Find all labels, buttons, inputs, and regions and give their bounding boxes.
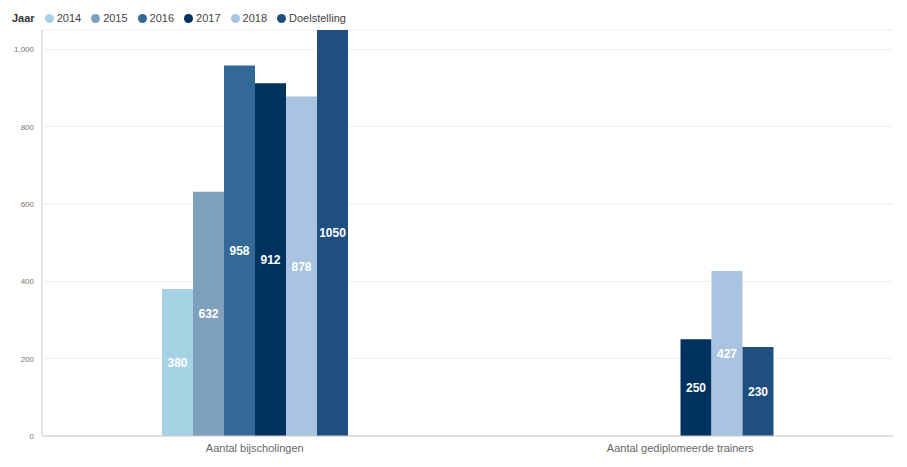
html-text:2017: 2017 <box>196 12 221 24</box>
html-text:Jaar: Jaar <box>12 12 35 24</box>
svg-text:400: 400 <box>21 277 35 286</box>
svg-text:800: 800 <box>21 123 35 132</box>
svg-text:250: 250 <box>686 381 706 395</box>
svg-text:1050: 1050 <box>319 226 346 240</box>
svg-text:Aantal bijscholingen: Aantal bijscholingen <box>206 442 304 454</box>
svg-text:200: 200 <box>21 355 35 364</box>
svg-text:632: 632 <box>198 307 218 321</box>
svg-text:600: 600 <box>21 200 35 209</box>
html-text:2014: 2014 <box>56 12 82 24</box>
svg-text:1,000: 1,000 <box>14 45 35 54</box>
html-text:Doelstelling: Doelstelling <box>289 12 346 24</box>
svg-text:958: 958 <box>229 244 249 258</box>
svg-text:230: 230 <box>748 385 768 399</box>
html-text:2015: 2015 <box>103 12 128 24</box>
svg-text:0: 0 <box>30 432 35 441</box>
html-text:2018: 2018 <box>242 12 268 24</box>
svg-text:Aantal gediplomeerde trainers: Aantal gediplomeerde trainers <box>607 442 754 454</box>
svg-text:912: 912 <box>260 253 280 267</box>
svg-text:878: 878 <box>291 260 311 274</box>
svg-text:380: 380 <box>167 356 187 370</box>
svg-text:427: 427 <box>717 347 737 361</box>
html-text:2016: 2016 <box>149 12 175 24</box>
